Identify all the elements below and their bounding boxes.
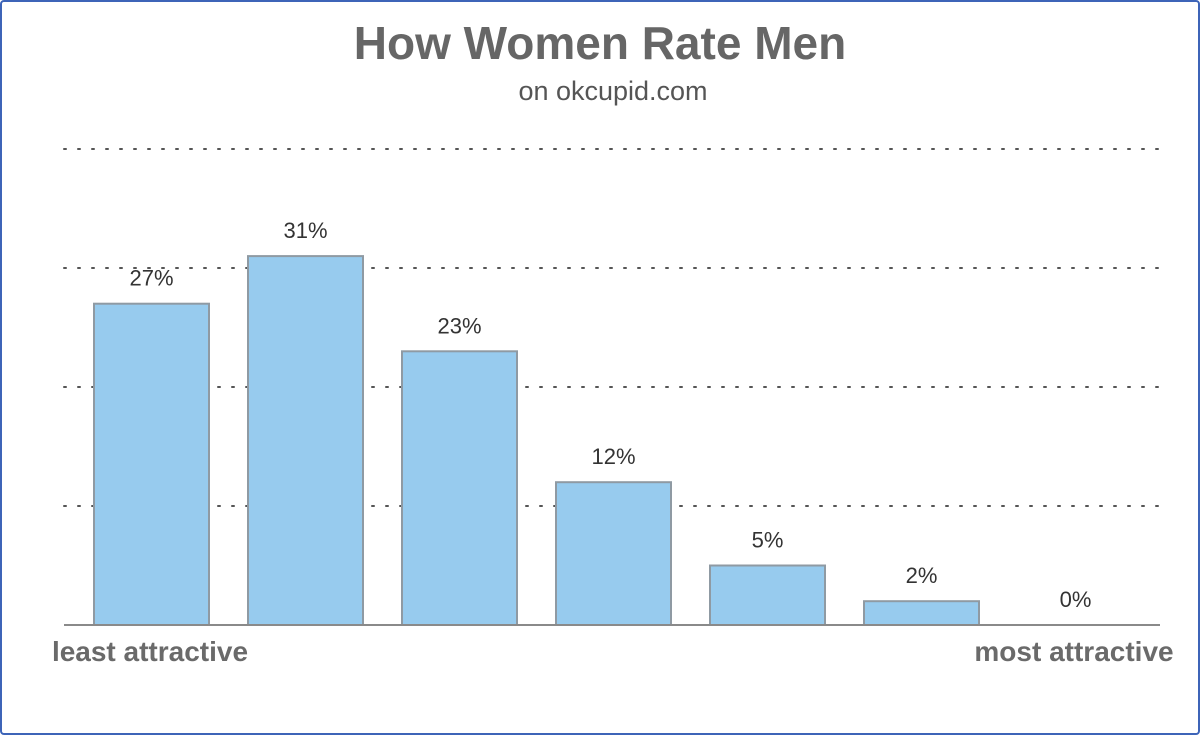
data-label-6: 2%: [906, 563, 938, 588]
bar-2: [247, 255, 364, 626]
x-axis-left-label: least attractive: [51, 636, 249, 667]
bar-1: [93, 302, 210, 626]
chart-title: How Women Rate Men: [353, 17, 847, 69]
data-label-4: 12%: [591, 444, 635, 469]
data-label-5: 5%: [752, 528, 784, 553]
bar-6: [863, 600, 980, 627]
data-label-1: 27%: [129, 266, 173, 291]
chart-subtitle: on okcupid.com: [518, 76, 708, 106]
bar-3: [401, 350, 518, 626]
bar-5: [709, 564, 826, 626]
data-label-3: 23%: [437, 313, 481, 338]
data-label-7: 0%: [1060, 587, 1092, 612]
x-axis-right-label: most attractive: [974, 636, 1174, 667]
data-label-2: 31%: [283, 218, 327, 243]
bar-4: [555, 481, 672, 627]
